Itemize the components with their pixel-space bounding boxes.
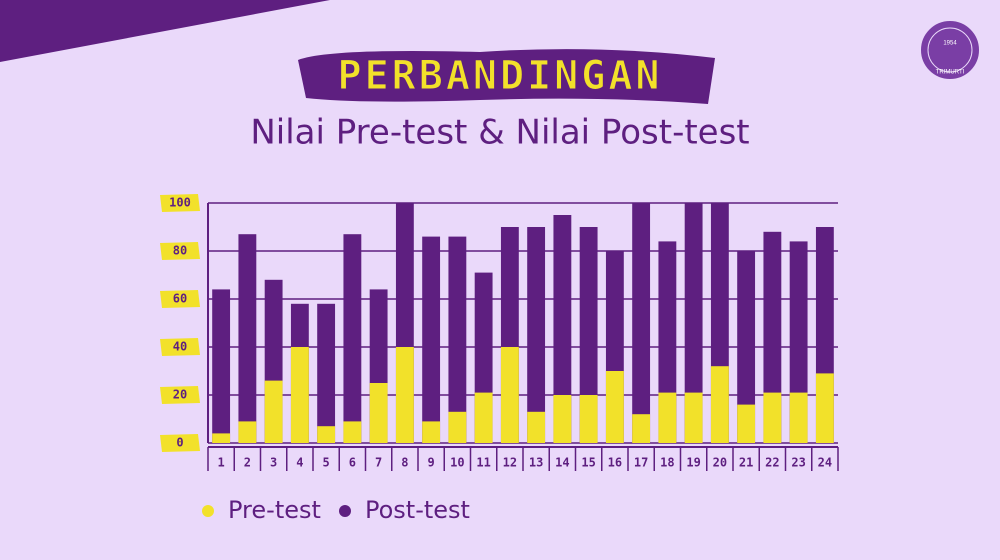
bar — [737, 251, 756, 443]
x-tick-label: 8 — [401, 456, 408, 470]
legend-swatch — [202, 505, 214, 517]
x-tick-label: 20 — [713, 456, 727, 470]
y-tick-label: 20 — [173, 388, 187, 402]
x-tick-label: 14 — [555, 456, 569, 470]
bar — [737, 404, 756, 443]
bar — [632, 414, 651, 443]
bar — [422, 421, 441, 443]
x-tick-label: 12 — [503, 456, 517, 470]
tick-highlight — [160, 386, 200, 404]
legend-label: Pre-test — [228, 496, 321, 524]
bar — [343, 421, 362, 443]
tick-highlight — [160, 290, 200, 308]
x-tick-label: 13 — [529, 456, 543, 470]
x-tick-label: 2 — [244, 456, 251, 470]
bar — [238, 421, 257, 443]
tick-highlight — [160, 194, 200, 212]
bar — [658, 392, 677, 443]
bar — [395, 347, 414, 443]
bar — [500, 347, 519, 443]
legend-swatch — [339, 505, 351, 517]
legend-label: Post-test — [365, 496, 470, 524]
logo-year: 1954 — [943, 41, 957, 47]
bar — [632, 203, 651, 443]
x-tick-label: 9 — [428, 456, 435, 470]
x-tick-label: 4 — [296, 456, 303, 470]
x-tick-label: 21 — [739, 456, 753, 470]
bar — [527, 227, 546, 443]
title-brush — [298, 49, 715, 104]
bar — [605, 371, 624, 443]
bar — [212, 289, 231, 443]
x-tick-label: 18 — [660, 456, 674, 470]
y-tick-label: 40 — [173, 340, 187, 354]
x-tick-label: 22 — [765, 456, 779, 470]
bar — [448, 236, 467, 443]
bar — [763, 392, 782, 443]
y-tick-label: 60 — [173, 292, 187, 306]
y-tick-label: 80 — [173, 244, 187, 258]
bar — [369, 383, 388, 443]
logo: 1954 TRIMURTI — [919, 19, 981, 81]
logo-name: TRIMURTI — [936, 70, 965, 76]
bar — [474, 392, 493, 443]
tick-highlight — [160, 242, 200, 260]
bar — [763, 231, 782, 443]
x-tick-label: 15 — [581, 456, 595, 470]
bar — [343, 234, 362, 443]
tick-highlight — [160, 338, 200, 356]
bar — [579, 395, 598, 443]
x-tick-label: 3 — [270, 456, 277, 470]
x-tick-label: 1 — [218, 456, 225, 470]
bar — [212, 433, 231, 443]
bar — [317, 426, 336, 443]
bar — [290, 347, 309, 443]
x-tick-label: 23 — [791, 456, 805, 470]
bar — [422, 236, 441, 443]
y-tick-label: 100 — [169, 196, 191, 210]
bar — [684, 203, 703, 443]
x-tick-label: 16 — [608, 456, 622, 470]
x-tick-label: 10 — [450, 456, 464, 470]
x-tick-label: 11 — [476, 456, 490, 470]
bar — [684, 392, 703, 443]
bar — [579, 227, 598, 443]
x-tick-label: 6 — [349, 456, 356, 470]
bar — [527, 411, 546, 443]
corner-decoration — [0, 0, 330, 62]
logo-ring — [927, 27, 973, 73]
x-tick-label: 19 — [686, 456, 700, 470]
bar — [815, 373, 834, 443]
bar — [553, 215, 572, 443]
x-tick-label: 17 — [634, 456, 648, 470]
bar — [264, 380, 283, 443]
x-tick-label: 7 — [375, 456, 382, 470]
bar — [710, 366, 729, 443]
x-tick-label: 24 — [818, 456, 832, 470]
x-tick-label: 5 — [323, 456, 330, 470]
y-tick-label: 0 — [176, 436, 183, 450]
tick-highlight — [160, 434, 200, 452]
logo-badge — [919, 19, 981, 81]
bar — [317, 303, 336, 443]
chart-subtitle: Nilai Pre-test & Nilai Post-test — [250, 113, 749, 153]
chart-title: PERBANDINGAN — [338, 53, 663, 99]
bar — [238, 234, 257, 443]
bar — [448, 411, 467, 443]
bar — [789, 392, 808, 443]
bar — [553, 395, 572, 443]
